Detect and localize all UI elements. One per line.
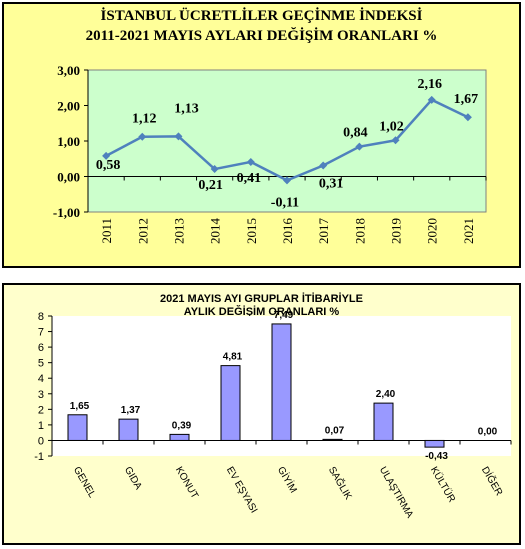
line-plot-area (87, 69, 487, 213)
line-x-tick-label: 2021 (461, 218, 476, 244)
bar (67, 414, 88, 441)
line-chart: 3,00 2,00 1,00 0,00 -1,00 2011 2012 2013 2014 201… (53, 63, 487, 245)
line-x-tick-label: 2015 (244, 218, 259, 244)
line-x-tick-label: 2016 (280, 218, 295, 245)
line-point (210, 165, 219, 174)
bar-data-label: -0,43 (425, 451, 448, 462)
bar (220, 365, 241, 441)
bar-data-label: 1,65 (70, 401, 90, 412)
bar (322, 438, 343, 441)
bar-data-label: 2,40 (376, 389, 396, 400)
line-y-tick-label: 2,00 (57, 99, 80, 114)
bar-chart-title-line2: AYLIK DEĞİŞİM ORANLARI % (183, 306, 340, 318)
bar-data-label: 0,39 (172, 420, 192, 431)
bar-data-label: 7,49 (274, 310, 294, 321)
line-y-tick-label: 3,00 (57, 63, 80, 78)
bar-y-tick-label: 2 (38, 404, 44, 416)
bar-y-tick-label: 7 (38, 327, 44, 339)
line-data-label: -0,11 (271, 195, 299, 210)
line-x-tick-label: 2019 (389, 218, 404, 244)
bar-data-label: 4,81 (223, 352, 243, 363)
line-x-tick-label: 2014 (208, 218, 223, 245)
line-chart-panel: İSTANBUL ÜCRETLİLER GEÇİNME İNDEKSİ 2011… (2, 2, 521, 268)
bar-data-label: 0,00 (478, 426, 498, 437)
line-data-label: 0,21 (198, 178, 223, 193)
bar-chart-title-line1: 2021 MAYIS AYI GRUPLAR İTİBARİYLE (160, 293, 363, 305)
line-point (102, 151, 111, 160)
line-data-label: 1,67 (454, 92, 479, 107)
bar-category-label: DİĞER (479, 464, 506, 498)
line-point (355, 142, 364, 151)
bar-category-label: GENEL (71, 465, 98, 500)
bar-chart-panel: 2021 MAYIS AYI GRUPLAR İTİBARİYLE AYLIK … (2, 283, 521, 545)
bar (271, 323, 292, 441)
line-data-label: 0,31 (319, 176, 344, 191)
bar-category-label: SAĞLIK (326, 464, 355, 502)
line-chart-title-line2: 2011-2021 MAYIS AYLARI DEĞİŞİM ORANLARI … (85, 28, 438, 44)
bar-category-label: KONUT (173, 465, 200, 501)
line-data-label: 1,12 (132, 112, 157, 127)
line-x-tick-label: 2017 (316, 218, 331, 245)
bar-y-tick-label: 0 (38, 435, 44, 447)
line-x-tick-label: 2013 (171, 218, 186, 244)
line-point (283, 176, 291, 185)
line-x-tick-label: 2020 (425, 218, 440, 244)
line-data-label: 0,58 (96, 158, 121, 173)
bar-chart: 8 7 6 5 4 3 2 1 0 -1 1,65 1,37 0,39 4,81 7,49 0,07 2,40 -… (34, 310, 512, 520)
line-data-label: 2,16 (417, 77, 442, 92)
bar-y-tick-label: 4 (38, 373, 44, 385)
bar-y-tick-label: 3 (38, 389, 44, 401)
bar-category-label: GİYİM (275, 464, 300, 495)
line-point (391, 136, 400, 145)
line-data-label: 1,02 (379, 119, 404, 134)
line-point (246, 157, 255, 166)
bar-category-label: EV EŞYASI (224, 465, 259, 515)
line-x-tick-label: 2012 (135, 218, 150, 244)
bar-data-label: 0,07 (325, 425, 345, 436)
bar-y-tick-label: 5 (38, 358, 44, 370)
line-chart-title-line1: İSTANBUL ÜCRETLİLER GEÇİNME İNDEKSİ (100, 8, 423, 24)
line-x-tick-label: 2018 (352, 218, 367, 244)
line-point (319, 161, 328, 170)
bar (169, 433, 190, 441)
bar-category-label: ULAŞTIRMA (377, 465, 415, 520)
line-point (463, 113, 472, 122)
bar (373, 402, 394, 441)
line-y-tick-label: 0,00 (57, 170, 80, 185)
bar (118, 418, 139, 441)
line-data-label: 0,84 (343, 126, 368, 141)
bar-category-label: GIDA (122, 465, 144, 492)
bar-data-label: 1,37 (121, 405, 141, 416)
bar-y-tick-label: -1 (34, 451, 44, 463)
line-data-label: 1,13 (174, 101, 199, 116)
line-point (427, 95, 436, 104)
bar-category-label: KÜLTÜR (428, 465, 458, 505)
line-point (138, 132, 147, 141)
line-point (174, 132, 183, 141)
line-y-tick-label: -1,00 (53, 205, 80, 220)
line-data-label: 0,41 (237, 171, 262, 186)
bar-y-tick-label: 6 (38, 342, 44, 354)
line-x-tick-label: 2011 (99, 218, 114, 244)
line-y-tick-label: 1,00 (57, 134, 80, 149)
bar-y-tick-label: 8 (38, 311, 44, 323)
bar-y-tick-label: 1 (38, 420, 44, 432)
bar (424, 439, 445, 448)
